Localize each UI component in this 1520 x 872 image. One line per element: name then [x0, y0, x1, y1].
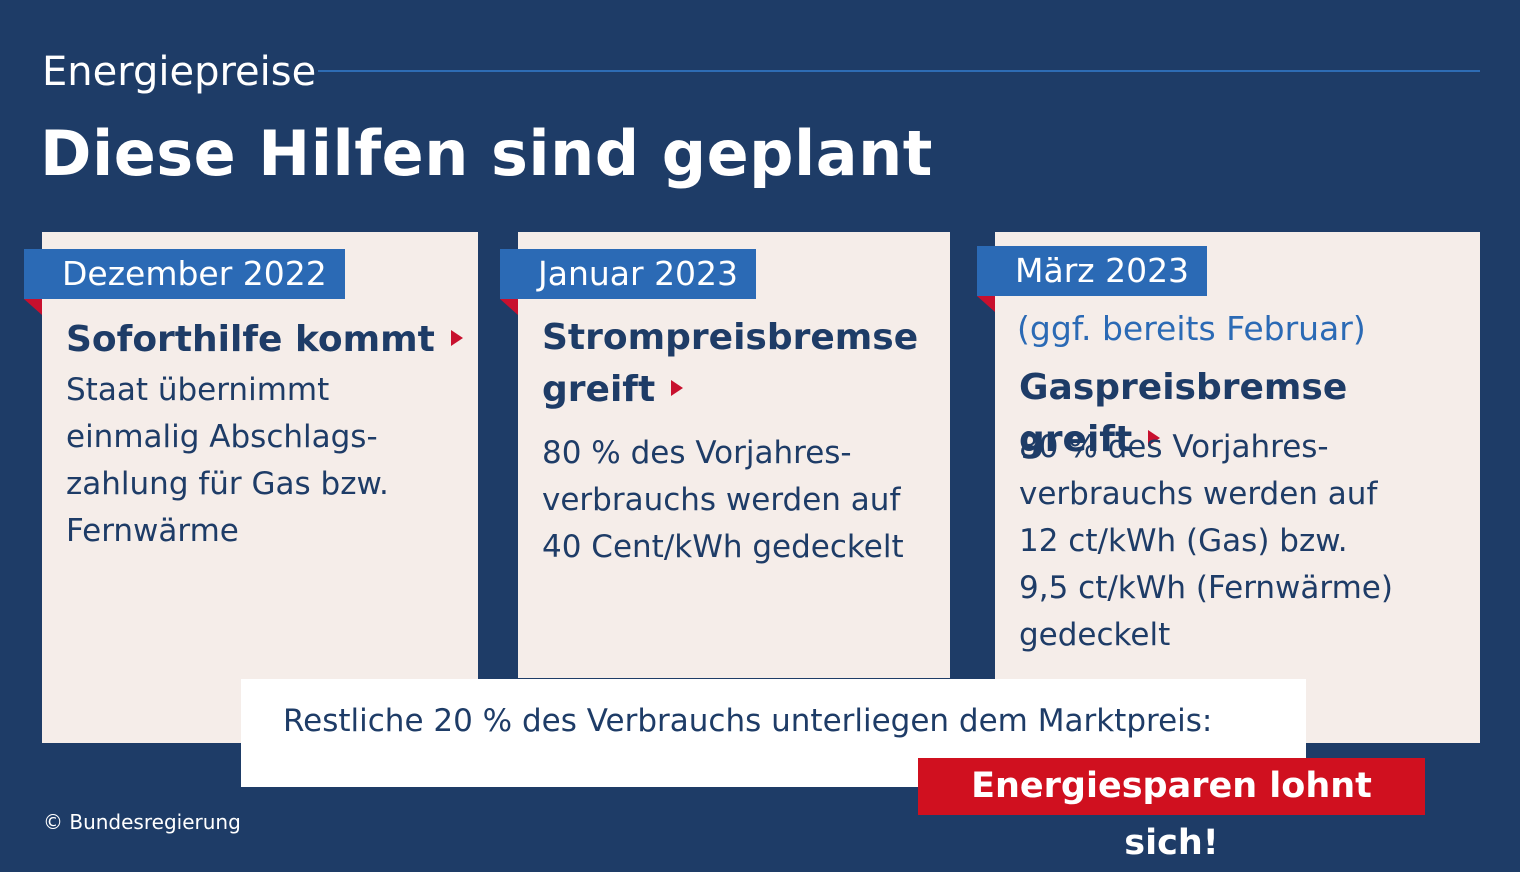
cta-banner: Energiesparen lohnt sich!: [918, 758, 1425, 863]
date-tag: Januar 2023: [500, 249, 757, 315]
headline: Diese Hilfen sind geplant: [40, 117, 933, 190]
date-note: (ggf. bereits Februar): [1017, 309, 1366, 348]
card-body: 80 % des Vorjahres- verbrauchs werden au…: [542, 435, 904, 565]
card-body: Staat übernimmt einmalig Abschlags- zahl…: [66, 372, 389, 549]
card-title: Gaspreisbremse greift: [1019, 362, 1470, 466]
footer-text: Restliche 20 % des Verbrauchs unterliege…: [283, 703, 1213, 739]
arrow-right-icon: [450, 330, 463, 346]
card-title: Strompreisbremse greift: [542, 312, 940, 416]
card-body: 80 % des Vorjahres- verbrauchs werden au…: [1019, 429, 1393, 653]
card-title: Soforthilfe kommt: [66, 314, 468, 366]
copyright: © Bundesregierung: [43, 810, 241, 834]
card-title-text: Gaspreisbremse greift: [1019, 367, 1348, 460]
arrow-right-icon: [671, 380, 684, 396]
card-march: März 2023 (ggf. bereits Februar) Gasprei…: [977, 232, 1480, 743]
arrow-right-icon: [1148, 430, 1161, 446]
card-title-line-1: Strompreisbremse: [542, 317, 919, 358]
kicker: Energiepreise: [42, 49, 317, 95]
card-title-text: Soforthilfe kommt: [66, 319, 435, 360]
footer-box: Restliche 20 % des Verbrauchs unterliege…: [241, 679, 1306, 787]
date-tag: Dezember 2022: [24, 249, 345, 315]
date-tag: März 2023: [977, 246, 1208, 312]
card-january: Januar 2023 Strompreisbremse greift 80 %…: [500, 232, 950, 678]
kicker-rule: [318, 70, 1480, 72]
card-title-line-2: greift: [542, 369, 656, 410]
card-december: Dezember 2022 Soforthilfe kommt Staat üb…: [24, 232, 478, 743]
